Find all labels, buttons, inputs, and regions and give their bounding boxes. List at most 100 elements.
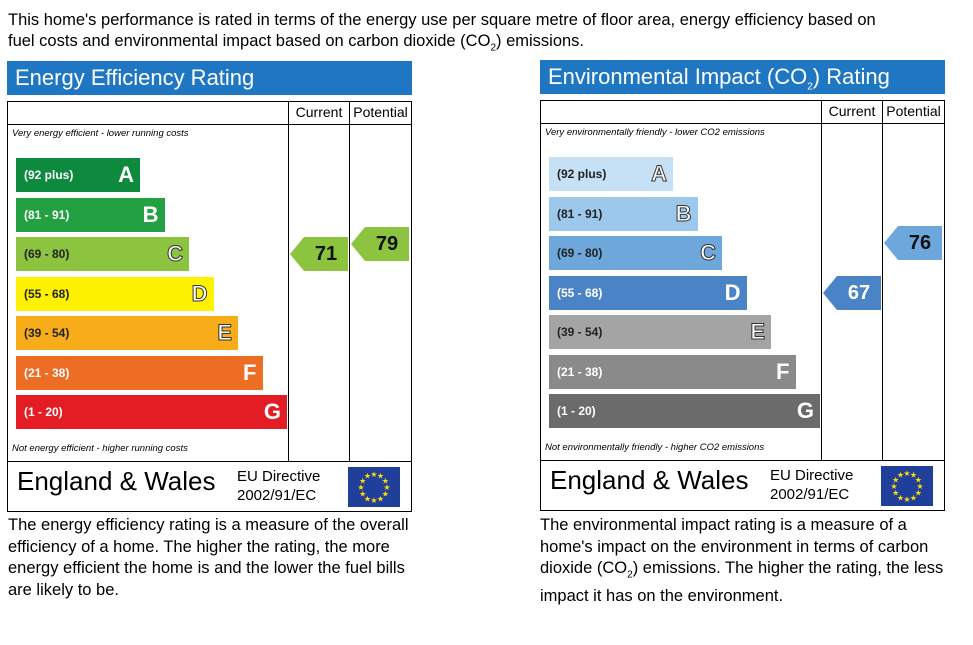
eu-flag-icon: ★ ★ ★ ★ ★ ★ ★ ★ ★ ★ ★ ★ — [881, 466, 933, 506]
band-letter: B — [675, 200, 692, 226]
band-letter: B — [142, 201, 159, 227]
band-letter: E — [217, 320, 233, 346]
potential-rating-value: 79 — [375, 233, 399, 255]
potential-arrow-shape — [351, 227, 409, 261]
column-divider — [821, 101, 822, 460]
bottom-caption: Not energy efficient - higher running co… — [12, 443, 188, 454]
environmental-impact-title: Environmental Impact (CO2) Rating — [540, 60, 945, 94]
band-range-label: (55 - 68) — [24, 286, 70, 301]
band-range-label: (21 - 38) — [24, 365, 70, 380]
band-letter: F — [243, 359, 257, 385]
rating-band-f: (21 - 38) F — [16, 355, 263, 390]
environmental-impact-panel: Environmental Impact (CO2) Rating Curren… — [540, 60, 945, 511]
potential-column-header: Potential — [353, 104, 408, 120]
bottom-caption: Not environmentally friendly - higher CO… — [545, 442, 765, 453]
eu-star-icon: ★ — [370, 496, 377, 505]
eu-star-icon: ★ — [377, 494, 384, 503]
eu-star-icon: ★ — [359, 477, 366, 486]
desc-post: ) emissions. The higher the rating, the … — [540, 559, 944, 605]
band-letter: D — [191, 280, 208, 306]
eu-star-icon: ★ — [910, 493, 917, 502]
band-letter: G — [263, 399, 281, 424]
potential-arrow-shape — [884, 226, 942, 260]
eu-star-icon: ★ — [364, 472, 371, 481]
environmental-impact-description: The environmental impact rating is a mea… — [540, 515, 960, 607]
column-divider — [288, 102, 289, 461]
potential-column-header: Potential — [886, 103, 941, 119]
eu-directive: EU Directive 2002/91/EC — [770, 466, 853, 504]
column-divider — [882, 101, 883, 460]
directive-line2: 2002/91/EC — [770, 486, 850, 503]
environmental-impact-chart: Current Potential Very environmentally f… — [540, 100, 945, 511]
top-caption: Very environmentally friendly - lower CO… — [545, 127, 765, 138]
band-letter: D — [724, 279, 741, 305]
eu-star-icon: ★ — [903, 469, 910, 478]
eu-star-icon: ★ — [892, 489, 899, 498]
eu-star-icon: ★ — [890, 482, 897, 491]
eu-flag-graphic: ★ ★★★★★★★★★★★ — [348, 467, 400, 507]
country-label: England & Wales — [17, 466, 216, 496]
rating-band-g: (1 - 20) G — [16, 395, 287, 429]
directive-line1: EU Directive — [770, 467, 854, 484]
band-range-label: (81 - 91) — [557, 206, 603, 221]
current-rating-value: 71 — [314, 243, 338, 265]
intro-line1: This home's performance is rated in term… — [8, 11, 876, 29]
footer-divider — [541, 460, 944, 461]
eu-star-icon: ★ — [370, 470, 377, 479]
desc-sub: 2 — [627, 569, 633, 581]
band-range-label: (39 - 54) — [557, 325, 603, 339]
band-letter: E — [750, 319, 766, 345]
band-range-label: (21 - 38) — [557, 364, 603, 379]
eu-star-icon: ★ — [916, 482, 923, 491]
rating-band-f: (21 - 38) F — [549, 354, 796, 389]
rating-band-e: (39 - 54) E — [16, 316, 238, 350]
rating-band-d: (55 - 68) D — [16, 276, 214, 311]
rating-band-d: (55 - 68) D — [549, 275, 747, 310]
eu-star-icon: ★ — [915, 489, 922, 498]
directive-line1: EU Directive — [237, 468, 321, 485]
band-range-label: (92 plus) — [24, 168, 74, 182]
eu-flag-icon: ★ ★ ★ ★ ★ ★ ★ ★ ★ ★ ★ ★ — [348, 467, 400, 507]
header-divider — [8, 124, 411, 125]
band-letter: C — [167, 241, 184, 267]
eu-star-icon: ★ — [892, 476, 899, 485]
rating-band-e: (39 - 54) E — [549, 315, 771, 349]
intro-line2-post: ) emissions. — [496, 32, 585, 50]
potential-rating-value: 76 — [908, 232, 932, 254]
footer-divider — [8, 461, 411, 462]
eu-flag-graphic: ★ ★★★★★★★★★★★ — [881, 466, 933, 506]
eu-star-icon: ★ — [910, 471, 917, 480]
energy-efficiency-description: The energy efficiency rating is a measur… — [8, 516, 409, 599]
title-pre: Environmental Impact (CO — [548, 64, 808, 89]
band-range-label: (92 plus) — [557, 167, 607, 181]
band-range-label: (39 - 54) — [24, 326, 70, 340]
eu-star-icon: ★ — [377, 472, 384, 481]
eu-star-icon: ★ — [903, 495, 910, 504]
band-range-label: (1 - 20) — [24, 405, 63, 419]
energy-efficiency-panel: Energy Efficiency Rating Current Potenti… — [7, 61, 412, 512]
current-column-header: Current — [295, 104, 343, 120]
eu-star-icon: ★ — [382, 477, 389, 486]
band-range-label: (55 - 68) — [557, 285, 603, 300]
top-caption: Very energy efficient - lower running co… — [12, 128, 189, 139]
column-divider — [349, 102, 350, 461]
current-column-header: Current — [828, 103, 876, 119]
title-post: ) Rating — [812, 64, 890, 89]
eu-star-icon: ★ — [364, 494, 371, 503]
band-range-label: (81 - 91) — [24, 207, 70, 222]
band-letter: A — [118, 162, 134, 187]
intro-text: This home's performance is rated in term… — [8, 10, 963, 58]
rating-band-b: (81 - 91) B — [16, 197, 165, 232]
current-arrow-shape — [290, 237, 348, 271]
rating-band-g: (1 - 20) G — [549, 394, 820, 428]
band-letter: G — [796, 398, 814, 423]
eu-star-icon: ★ — [382, 490, 389, 499]
eu-star-icon: ★ — [897, 493, 904, 502]
current-arrow-shape — [823, 275, 881, 310]
rating-band-b: (81 - 91) B — [549, 196, 698, 231]
current-rating-value: 67 — [847, 281, 871, 304]
rating-band-c: (69 - 80) C — [549, 236, 722, 270]
eu-star-icon: ★ — [383, 483, 390, 492]
title-sub: 2 — [807, 81, 813, 93]
rating-band-a: (92 plus) A — [549, 157, 673, 191]
